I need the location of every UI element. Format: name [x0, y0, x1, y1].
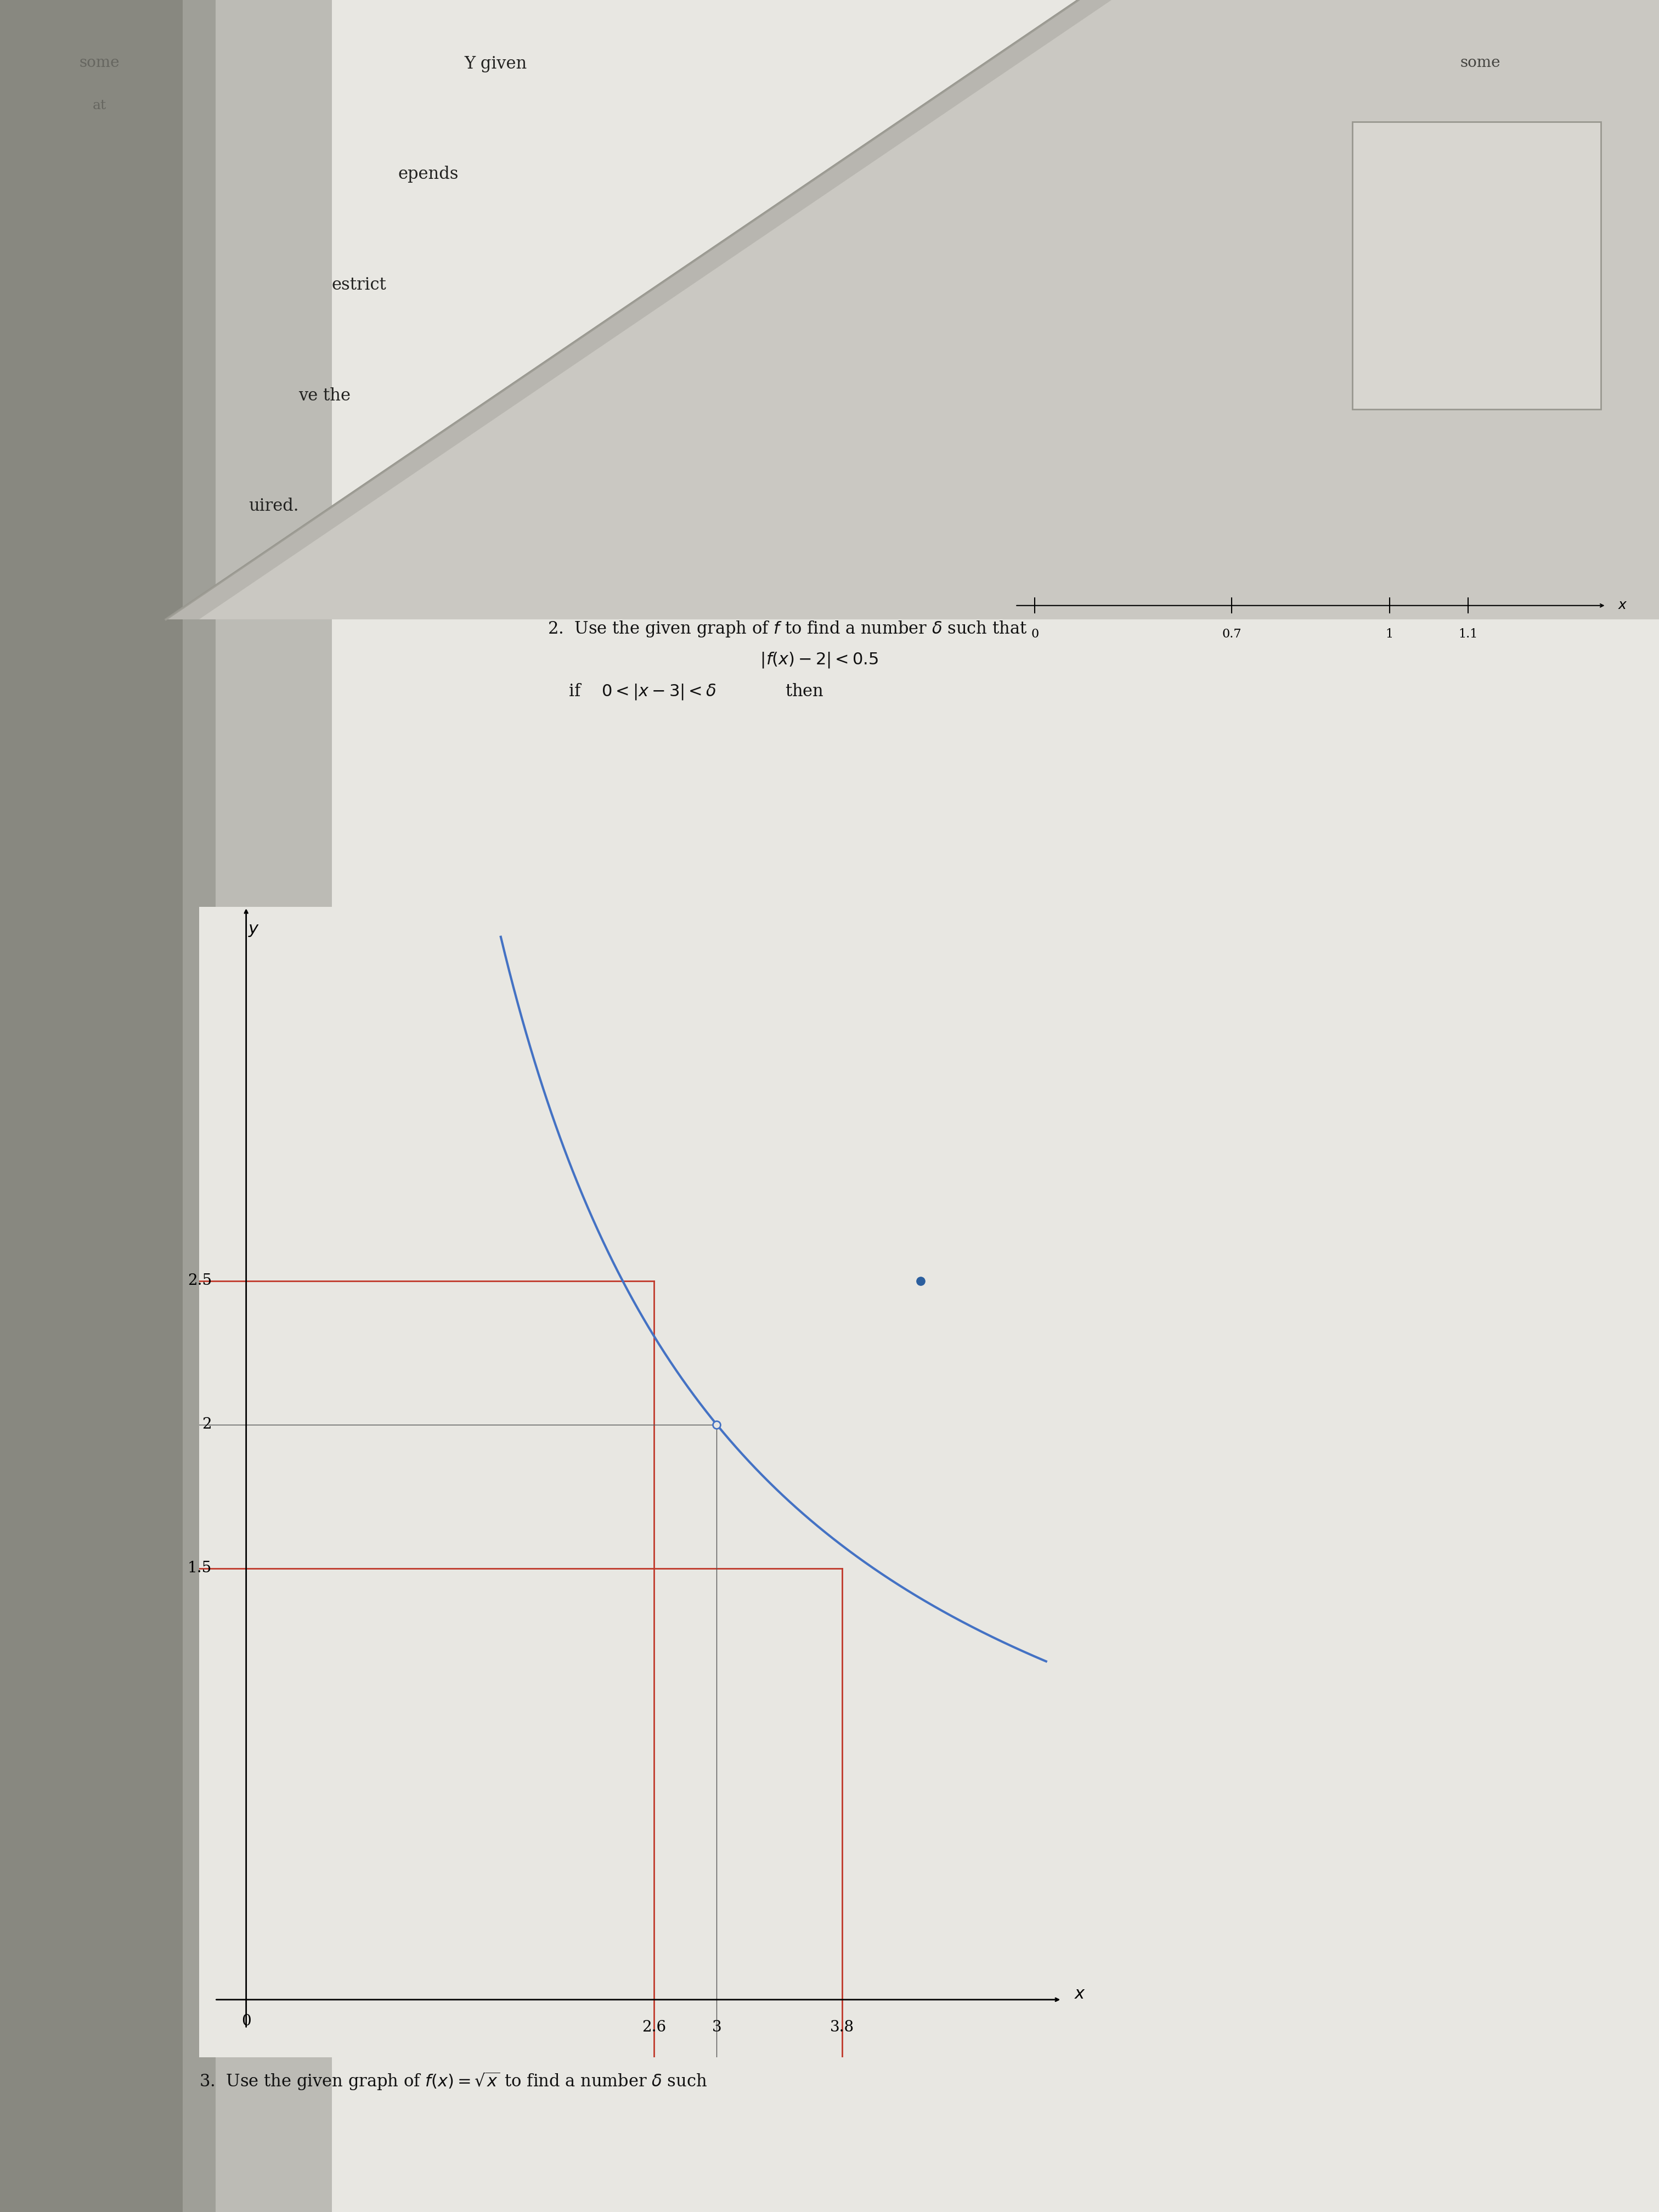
- Text: 3.8: 3.8: [830, 2020, 854, 2035]
- Text: $y$: $y$: [249, 920, 260, 938]
- FancyBboxPatch shape: [1352, 122, 1601, 409]
- Polygon shape: [0, 0, 216, 2212]
- Polygon shape: [166, 0, 1112, 619]
- Text: 3.  Use the given graph of $f(x) = \sqrt{x}$ to find a number $\delta$ such: 3. Use the given graph of $f(x) = \sqrt{…: [199, 2070, 707, 2093]
- Text: 0.7: 0.7: [1223, 628, 1241, 639]
- Text: 3: 3: [712, 2020, 722, 2035]
- Text: epends: epends: [398, 166, 460, 184]
- Text: estrict: estrict: [332, 276, 387, 294]
- Text: uired.: uired.: [249, 498, 299, 515]
- Text: at: at: [93, 100, 106, 113]
- Text: 2.6: 2.6: [642, 2020, 665, 2035]
- Text: 0: 0: [1030, 628, 1039, 639]
- Polygon shape: [166, 0, 1659, 619]
- Text: some: some: [1460, 55, 1500, 71]
- Text: $x$: $x$: [1075, 1986, 1087, 2002]
- Text: 1.1: 1.1: [1458, 628, 1478, 639]
- Text: Y given: Y given: [465, 55, 528, 73]
- Text: 1.5: 1.5: [187, 1562, 212, 1575]
- Text: 2.5: 2.5: [187, 1274, 212, 1287]
- Text: 2: 2: [202, 1418, 212, 1431]
- Polygon shape: [166, 0, 1659, 2212]
- Polygon shape: [182, 0, 332, 2212]
- Text: $x$: $x$: [1618, 599, 1627, 613]
- Text: some: some: [80, 55, 119, 71]
- Text: 0: 0: [241, 2013, 251, 2028]
- Text: 2.  Use the given graph of $f$ to find a number $\delta$ such that
             : 2. Use the given graph of $f$ to find a …: [547, 619, 1027, 701]
- Text: 1: 1: [1385, 628, 1394, 639]
- Text: at: at: [1460, 144, 1473, 157]
- Text: ve the: ve the: [299, 387, 350, 405]
